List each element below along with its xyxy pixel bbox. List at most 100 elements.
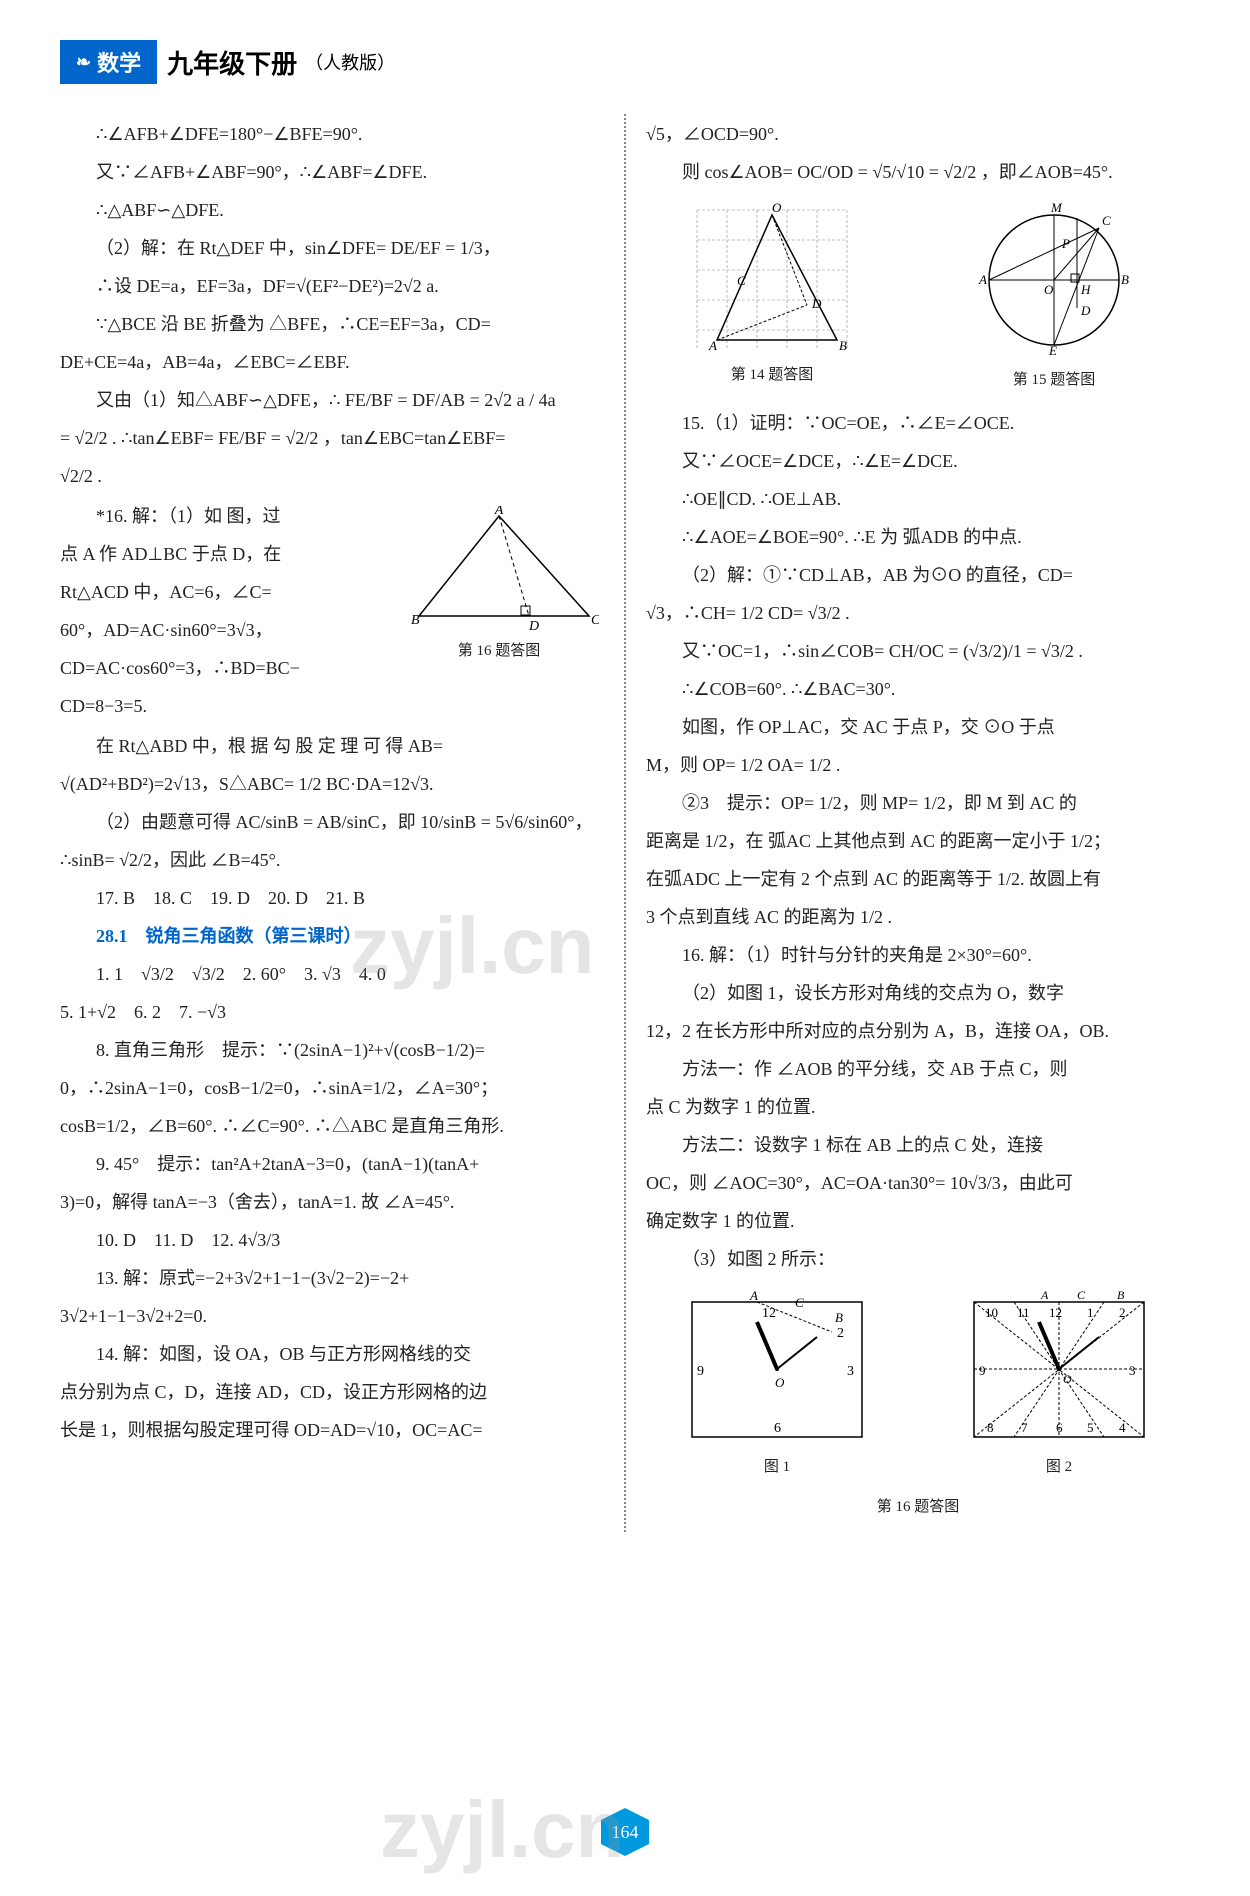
text-line: CD=AC·cos60°=3，∴BD=BC− bbox=[60, 650, 394, 686]
text-line: ∴设 DE=a，EF=3a，DF=√(EF²−DE²)=2√2 a. bbox=[60, 268, 604, 304]
page-number: 164 bbox=[601, 1808, 649, 1856]
text-line: 14. 解：如图，设 OA，OB 与正方形网格线的交 bbox=[60, 1336, 604, 1372]
svg-text:6: 6 bbox=[774, 1421, 781, 1436]
svg-text:M: M bbox=[1050, 200, 1063, 215]
header: ❧ 数学 九年级下册 （人教版） bbox=[60, 40, 1190, 84]
text-line: 又由（1）知△ABF∽△DFE，∴ FE/BF = DF/AB = 2√2 a … bbox=[60, 382, 604, 418]
text-line: 方法一：作 ∠AOB 的平分线，交 AB 于点 C，则 bbox=[646, 1051, 1190, 1087]
text-line: 17. B 18. C 19. D 20. D 21. B bbox=[60, 880, 604, 916]
svg-text:2: 2 bbox=[1119, 1305, 1126, 1320]
text-line: ∴∠COB=60°. ∴∠BAC=30°. bbox=[646, 671, 1190, 707]
text-line: DE+CE=4a，AB=4a，∠EBC=∠EBF. bbox=[60, 344, 604, 380]
svg-text:A: A bbox=[978, 272, 987, 287]
text-line: 15.（1）证明：∵OC=OE，∴∠E=∠OCE. bbox=[646, 405, 1190, 441]
text-line: 又∵∠OCE=∠DCE，∴∠E=∠DCE. bbox=[646, 443, 1190, 479]
text-line: 距离是 1/2，在 弧AC 上其他点到 AC 的距离一定小于 1/2； bbox=[646, 823, 1190, 859]
svg-text:B: B bbox=[1121, 272, 1129, 287]
svg-text:3: 3 bbox=[1129, 1363, 1136, 1378]
text-line: *16. 解：（1）如 图，过 bbox=[60, 498, 394, 534]
svg-text:6: 6 bbox=[1056, 1420, 1063, 1435]
svg-text:C: C bbox=[795, 1295, 804, 1310]
text-line: ∴sinB= √2/2，因此 ∠B=45°. bbox=[60, 842, 604, 878]
circle-figure-icon: A B C D E M O H P bbox=[959, 200, 1149, 365]
text-line: OC，则 ∠AOC=30°，AC=OA·tan30°= 10√3/3，由此可 bbox=[646, 1165, 1190, 1201]
svg-text:D: D bbox=[811, 296, 822, 311]
watermark: zyjl.cn bbox=[380, 1784, 625, 1876]
svg-text:O: O bbox=[775, 1375, 785, 1390]
svg-text:P: P bbox=[1061, 236, 1070, 251]
text-line: ∴△ABF∽△DFE. bbox=[60, 192, 604, 228]
text-line: 3√2+1−1−3√2+2=0. bbox=[60, 1298, 604, 1334]
grade-title: 九年级下册 bbox=[167, 44, 297, 81]
text-line: （2）如图 1，设长方形对角线的交点为 O，数字 bbox=[646, 975, 1190, 1011]
text-line: 13. 解：原式=−2+3√2+1−1−(3√2−2)=−2+ bbox=[60, 1260, 604, 1296]
grid-figure-icon: O A B C D bbox=[687, 200, 857, 360]
text-line: 又∵OC=1，∴sin∠COB= CH/OC = (√3/2)/1 = √3/2… bbox=[646, 633, 1190, 669]
text-line: 则 cos∠AOB= OC/OD = √5/√10 = √2/2 ，即∠AOB=… bbox=[646, 154, 1190, 190]
figure-row: O A B C D 第 14 题答图 bbox=[646, 200, 1190, 395]
svg-text:4: 4 bbox=[1119, 1420, 1126, 1435]
svg-text:5: 5 bbox=[1087, 1420, 1094, 1435]
text-line: √5，∠OCD=90°. bbox=[646, 116, 1190, 152]
text-line: cosB=1/2，∠B=60°. ∴∠C=90°. ∴△ABC 是直角三角形. bbox=[60, 1108, 604, 1144]
text-line: ∴∠AFB+∠DFE=180°−∠BFE=90°. bbox=[60, 116, 604, 152]
subject-text: 数学 bbox=[97, 46, 141, 78]
figure-label: 图 2 bbox=[959, 1452, 1159, 1482]
svg-text:8: 8 bbox=[987, 1420, 994, 1435]
text-line: 点分别为点 C，D，连接 AD，CD，设正方形网格的边 bbox=[60, 1374, 604, 1410]
text-line: 8. 直角三角形 提示：∵(2sinA−1)²+√(cosB−1/2)= bbox=[60, 1032, 604, 1068]
clock-figure-1: 12 2 3 6 9 A C B O 图 1 bbox=[677, 1287, 877, 1482]
svg-text:2: 2 bbox=[837, 1326, 844, 1341]
svg-text:B: B bbox=[835, 1310, 843, 1325]
text-line: 9. 45° 提示：tan²A+2tanA−3=0，(tanA−1)(tanA+ bbox=[60, 1146, 604, 1182]
text-line: 1. 1 √3/2 √3/2 2. 60° 3. √3 4. 0 bbox=[60, 956, 604, 992]
svg-text:H: H bbox=[1080, 282, 1091, 297]
svg-text:B: B bbox=[839, 338, 847, 353]
clock1-icon: 12 2 3 6 9 A C B O bbox=[677, 1287, 877, 1452]
text-line: （2）解：在 Rt△DEF 中，sin∠DFE= DE/EF = 1/3， bbox=[60, 230, 604, 266]
text-line: 在弧ADC 上一定有 2 个点到 AC 的距离等于 1/2. 故圆上有 bbox=[646, 861, 1190, 897]
svg-text:B: B bbox=[1117, 1288, 1125, 1302]
svg-text:1: 1 bbox=[1087, 1305, 1094, 1320]
triangle-icon: A B C D bbox=[399, 506, 599, 636]
text-line: √3，∴CH= 1/2 CD= √3/2 . bbox=[646, 595, 1190, 631]
text-line: 确定数字 1 的位置. bbox=[646, 1203, 1190, 1239]
text-line: M，则 OP= 1/2 OA= 1/2 . bbox=[646, 747, 1190, 783]
section-title: 28.1 锐角三角函数（第三课时） bbox=[60, 918, 604, 954]
text-line: 0，∴2sinA−1=0，cosB−1/2=0，∴sinA=1/2，∠A=30°… bbox=[60, 1070, 604, 1106]
figure-label: 图 1 bbox=[677, 1452, 877, 1482]
figure-caption: 第 16 题答图 bbox=[394, 636, 604, 666]
text-line: 16. 解：（1）时针与分针的夹角是 2×30°=60°. bbox=[646, 937, 1190, 973]
svg-text:A: A bbox=[1040, 1288, 1049, 1302]
svg-text:C: C bbox=[737, 273, 746, 288]
text-line: 如图，作 OP⊥AC，交 AC 于点 P，交 ⊙O 于点 bbox=[646, 709, 1190, 745]
text-line: 点 C 为数字 1 的位置. bbox=[646, 1089, 1190, 1125]
text-line: 3 个点到直线 AC 的距离为 1/2 . bbox=[646, 899, 1190, 935]
text-line: 3)=0，解得 tanA=−3（舍去），tanA=1. 故 ∠A=45°. bbox=[60, 1184, 604, 1220]
text-line: 点 A 作 AD⊥BC 于点 D，在 bbox=[60, 536, 394, 572]
svg-text:B: B bbox=[411, 613, 420, 628]
clock-figure-2: 10 11 12 1 2 3 4 5 6 7 8 9 A C B bbox=[959, 1287, 1159, 1482]
text-line: ∵△BCE 沿 BE 折叠为 △BFE，∴CE=EF=3a，CD= bbox=[60, 306, 604, 342]
text-line: √(AD²+BD²)=2√13，S△ABC= 1/2 BC·DA=12√3. bbox=[60, 766, 604, 802]
figure-caption: 第 15 题答图 bbox=[959, 365, 1149, 395]
figure-14: O A B C D 第 14 题答图 bbox=[687, 200, 857, 395]
text-line: ②3 提示：OP= 1/2，则 MP= 1/2，即 M 到 AC 的 bbox=[646, 785, 1190, 821]
text-line: （2）解：①∵CD⊥AB，AB 为⊙O 的直径，CD= bbox=[646, 557, 1190, 593]
svg-text:9: 9 bbox=[697, 1364, 704, 1379]
edition: （人教版） bbox=[305, 49, 395, 75]
svg-text:9: 9 bbox=[979, 1363, 986, 1378]
svg-text:11: 11 bbox=[1017, 1305, 1030, 1320]
svg-text:O: O bbox=[772, 200, 782, 215]
content-columns: ∴∠AFB+∠DFE=180°−∠BFE=90°. 又∵∠AFB+∠ABF=90… bbox=[60, 114, 1190, 1532]
text-line: （2）由题意可得 AC/sinB = AB/sinC，即 10/sinB = 5… bbox=[60, 804, 604, 840]
svg-text:10: 10 bbox=[985, 1305, 998, 1320]
text-line: 5. 1+√2 6. 2 7. −√3 bbox=[60, 994, 604, 1030]
svg-text:O: O bbox=[1044, 282, 1054, 297]
clock2-icon: 10 11 12 1 2 3 4 5 6 7 8 9 A C B bbox=[959, 1287, 1159, 1452]
text-line: 长是 1，则根据勾股定理可得 OD=AD=√10，OC=AC= bbox=[60, 1412, 604, 1448]
subject-badge: ❧ 数学 bbox=[60, 40, 157, 84]
text-line: 10. D 11. D 12. 4√3/3 bbox=[60, 1222, 604, 1258]
text-line: 12，2 在长方形中所对应的点分别为 A，B，连接 OA，OB. bbox=[646, 1013, 1190, 1049]
text-line: 在 Rt△ABD 中，根 据 勾 股 定 理 可 得 AB= bbox=[60, 728, 604, 764]
